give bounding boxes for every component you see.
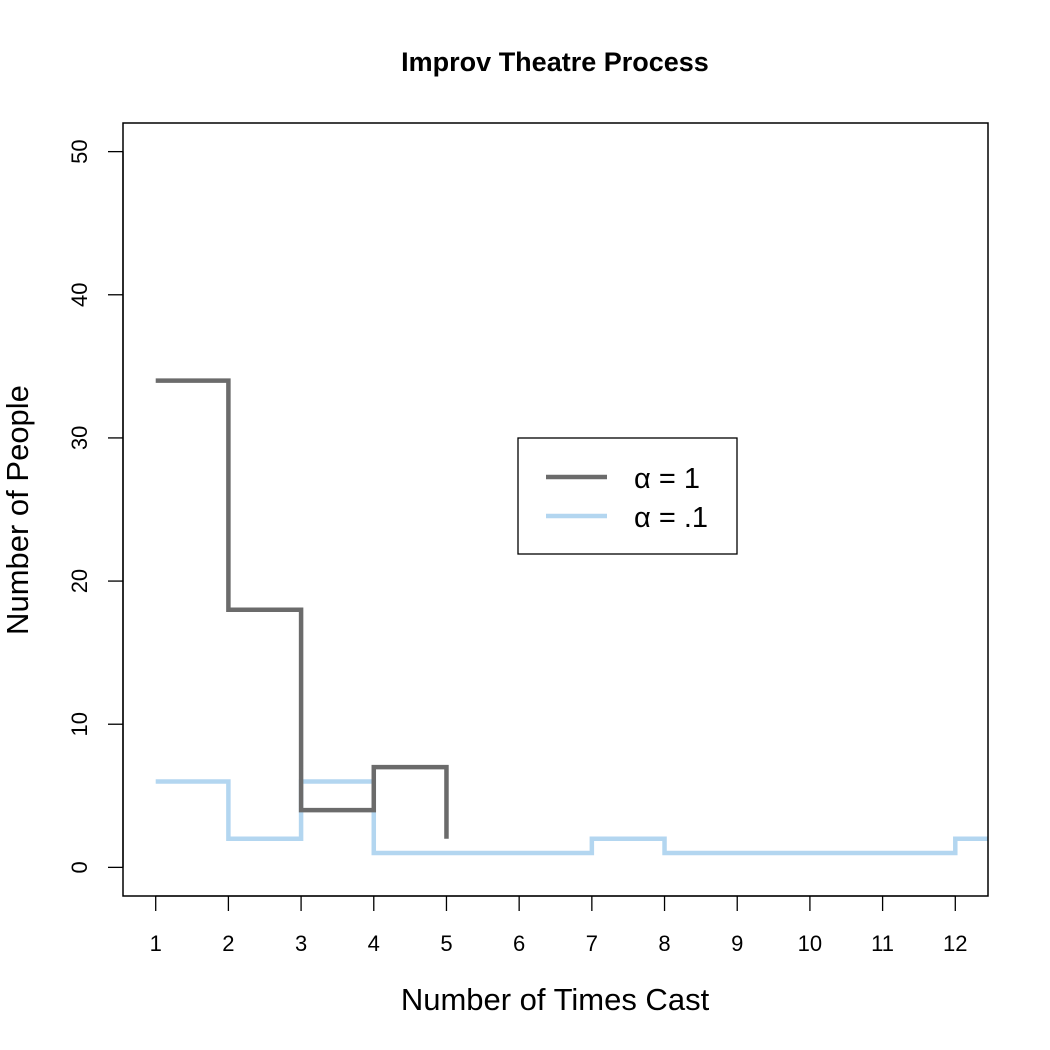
y-tick-label: 50 <box>67 139 92 163</box>
y-tick-label: 40 <box>67 283 92 307</box>
x-axis: 1 2 3 4 5 6 7 8 9 10 11 12 <box>150 895 968 956</box>
y-tick-label: 30 <box>67 426 92 450</box>
legend: α = 1 α = .1 <box>517 437 738 555</box>
y-tick-label: 0 <box>67 861 92 873</box>
series-line-alpha-point-1 <box>155 779 988 856</box>
x-tick-label: 1 <box>150 931 162 956</box>
x-tick-label: 4 <box>368 931 380 956</box>
x-tick-label: 11 <box>871 931 894 956</box>
series-line-alpha-1 <box>155 378 449 839</box>
legend-label-alpha-1: α = 1 <box>634 463 700 495</box>
x-tick-label: 3 <box>295 931 307 956</box>
x-tick-label: 7 <box>586 931 598 956</box>
x-tick-label: 8 <box>658 931 670 956</box>
x-tick-label: 9 <box>731 931 743 956</box>
x-tick-label: 2 <box>222 931 234 956</box>
legend-label-alpha-point-1: α = .1 <box>634 502 708 534</box>
x-tick-label: 6 <box>513 931 525 956</box>
x-axis-label: Number of Times Cast <box>401 982 710 1017</box>
legend-box <box>517 437 738 555</box>
y-tick-label: 20 <box>67 569 92 593</box>
y-axis-label: Number of People <box>0 385 35 635</box>
x-tick-label: 5 <box>440 931 452 956</box>
y-axis: 0 10 20 30 40 50 <box>67 139 124 873</box>
chart-title: Improv Theatre Process <box>401 47 709 77</box>
series-layer <box>155 378 988 856</box>
x-tick-label: 12 <box>943 931 967 956</box>
y-tick-label: 10 <box>67 712 92 736</box>
x-tick-label: 10 <box>798 931 822 956</box>
